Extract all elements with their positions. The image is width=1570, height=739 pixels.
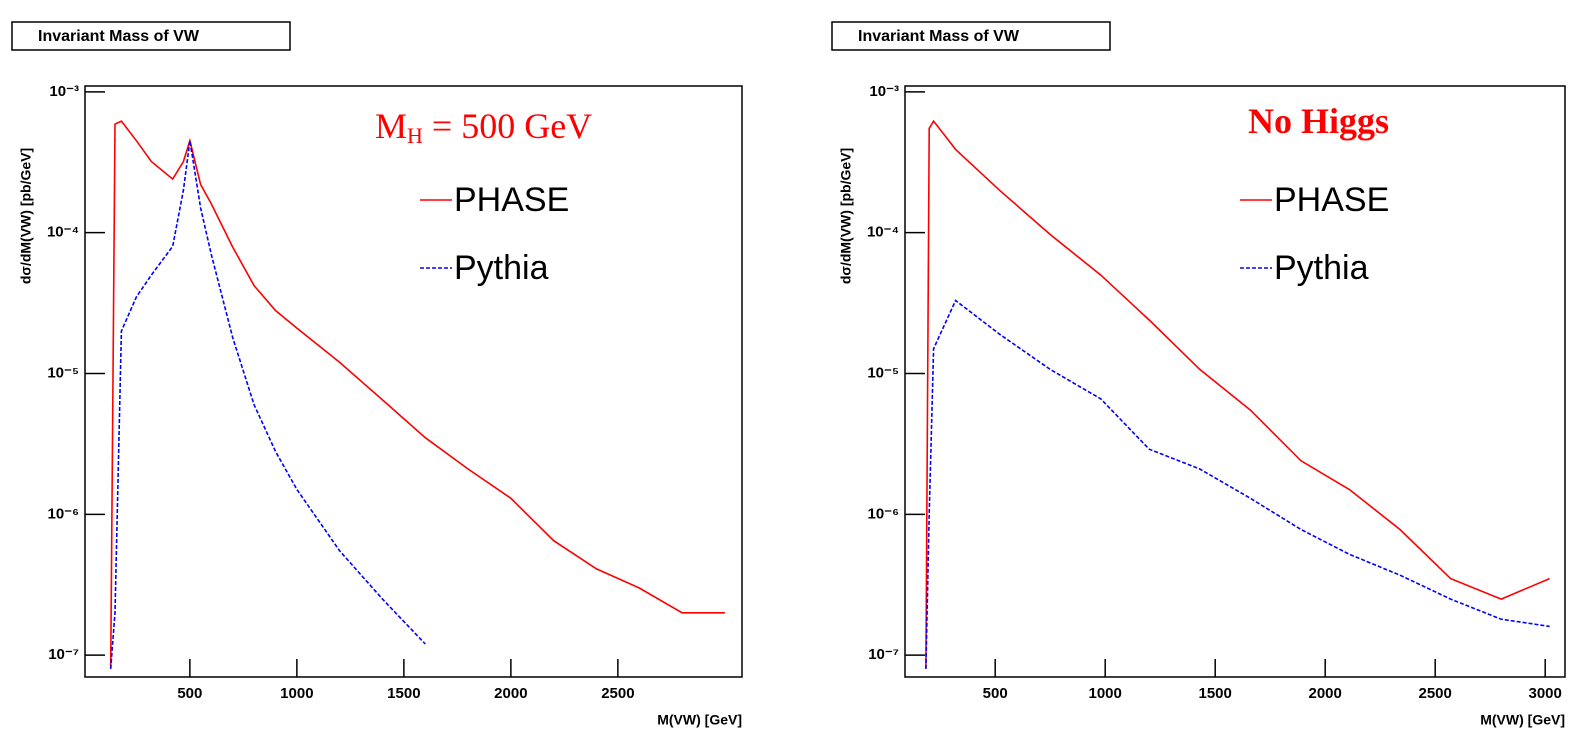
y-axis-label: dσ/dM(VW) [pb/GeV] [838,148,854,284]
chart-title: Invariant Mass of VW [38,28,200,45]
series-line [109,120,725,669]
y-tick-label: 10⁻⁴ [47,224,79,241]
legend-label: Pythia [1274,249,1369,287]
annotation-text: M [375,106,407,146]
annotation: No Higgs [1248,101,1389,141]
series-line [109,140,426,669]
annotation-rest: = 500 GeV [423,106,592,146]
x-tick-label: 500 [177,685,202,702]
annotation: MH = 500 GeV [375,106,592,148]
y-axis-label: dσ/dM(VW) [pb/GeV] [18,148,34,284]
y-tick-label: 10⁻⁶ [47,505,79,522]
legend-label: PHASE [454,181,569,219]
x-tick-label: 2000 [1309,685,1342,702]
x-tick-label: 2500 [601,685,634,702]
y-tick-label: 10⁻⁶ [867,505,899,522]
y-tick-label: 10⁻⁷ [868,646,899,663]
chart: Invariant Mass of VW PHASE Pythia 500 1000 15… [831,21,1566,728]
plot-frame [904,85,1566,678]
y-tick-label: 10⁻⁵ [867,364,899,381]
x-axis-label: M(VW) [GeV] [1480,712,1565,728]
y-tick-label: 10⁻³ [49,83,79,100]
title-box [831,21,1111,51]
y-tick-label: 10⁻³ [869,83,899,100]
y-tick-label: 10⁻⁷ [48,646,79,663]
chart: Invariant Mass of VW PHASE Pythia 500 1000 15… [11,21,743,728]
annotation-sub: H [407,123,423,148]
legend-label: PHASE [1274,181,1389,219]
x-tick-label: 1000 [1089,685,1122,702]
annotation-text: No Higgs [1248,101,1389,141]
series-line [925,299,1550,669]
plot-frame [84,85,743,678]
x-tick-label: 1500 [1199,685,1232,702]
x-tick-label: 2000 [494,685,527,702]
x-tick-label: 500 [983,685,1008,702]
y-tick-label: 10⁻⁴ [867,224,899,241]
legend-label: Pythia [454,249,549,287]
x-tick-label: 1000 [280,685,313,702]
title-box [11,21,291,51]
x-tick-label: 2500 [1419,685,1452,702]
y-tick-label: 10⁻⁵ [47,364,79,381]
x-axis-label: M(VW) [GeV] [657,712,742,728]
x-tick-label: 1500 [387,685,420,702]
chart-title: Invariant Mass of VW [858,28,1020,45]
x-tick-label: 3000 [1529,685,1562,702]
series-line [925,119,1550,669]
